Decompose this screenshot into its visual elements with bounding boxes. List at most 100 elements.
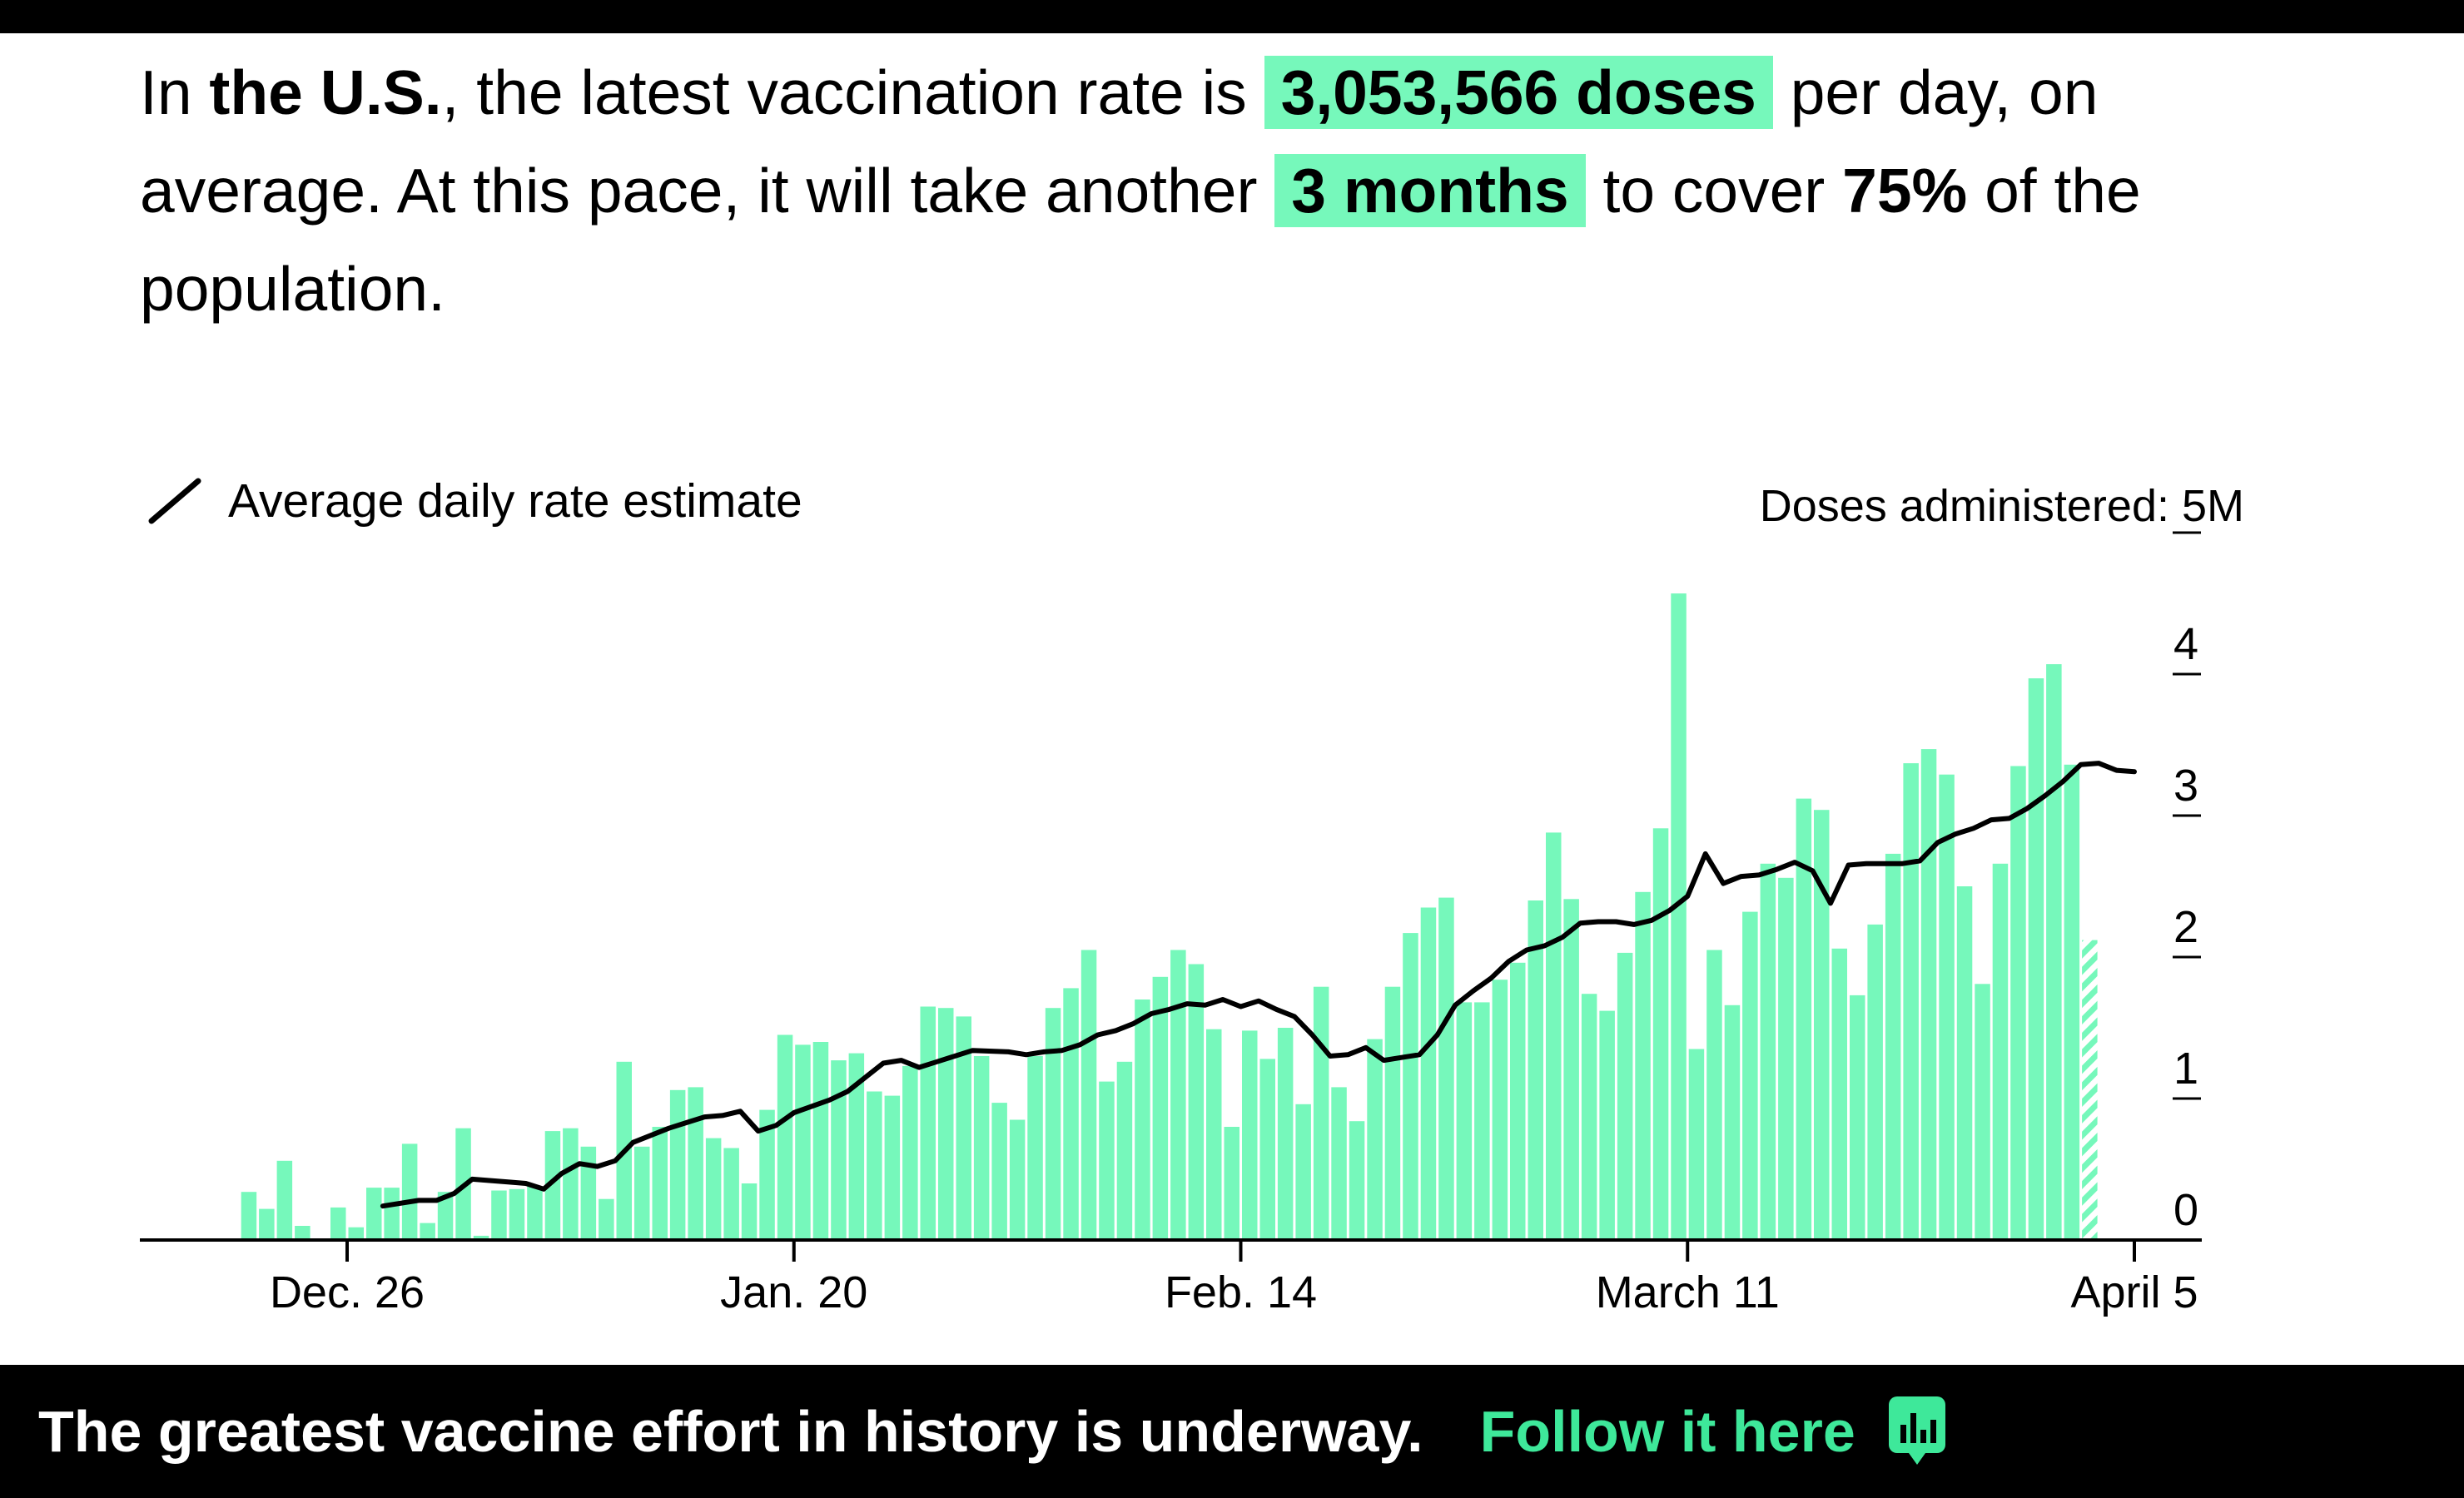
- bar: [2010, 766, 2026, 1240]
- bar: [1259, 1059, 1275, 1240]
- bar: [1331, 1087, 1347, 1240]
- bar: [1635, 891, 1651, 1240]
- bar: [741, 1183, 758, 1240]
- bar: [1546, 832, 1562, 1240]
- bar: [1438, 897, 1454, 1240]
- bar: [1671, 593, 1687, 1240]
- bar: [1975, 984, 1990, 1240]
- bar: [688, 1087, 703, 1240]
- bar: [384, 1188, 400, 1240]
- bar: [1135, 999, 1150, 1240]
- bar: [1277, 1028, 1294, 1240]
- bar: [1992, 863, 2009, 1240]
- bar: [795, 1044, 811, 1240]
- headline-text-5: of the population.: [140, 156, 2141, 324]
- follow-link[interactable]: Follow it here: [1479, 1399, 1855, 1464]
- bar: [544, 1131, 561, 1240]
- bar: [259, 1208, 275, 1240]
- bar: [759, 1109, 775, 1240]
- bar: [2028, 678, 2044, 1240]
- bar: [1778, 877, 1794, 1240]
- bar: [420, 1223, 435, 1240]
- bottom-banner: The greatest vaccine effort in history i…: [0, 1365, 2464, 1498]
- bar: [295, 1226, 310, 1240]
- bar: [1903, 763, 1919, 1240]
- headline-text-1: In: [140, 57, 210, 127]
- bar: [473, 1235, 489, 1240]
- headline-country: the U.S.: [209, 57, 442, 127]
- bar: [1456, 1002, 1473, 1240]
- y-tick-label: 2: [2173, 902, 2198, 952]
- vaccination-chart: Dec. 26 Jan. 20 Feb. 14 March 11 April 5 Dose…: [140, 481, 2244, 1317]
- bar: [1403, 933, 1418, 1240]
- bar: [1045, 1008, 1061, 1240]
- y-tick-max-value: 5M: [2182, 481, 2244, 531]
- bar: [1188, 964, 1205, 1240]
- bar: [1724, 1004, 1741, 1240]
- bar: [1242, 1030, 1258, 1240]
- top-bar: [0, 0, 2464, 33]
- diagonal-line-icon: [148, 478, 201, 524]
- x-tick-label: April 5: [2070, 1267, 2198, 1317]
- axis-layer: Dec. 26 Jan. 20 Feb. 14 March 11 April 5 Dose…: [140, 481, 2244, 1317]
- bar: [1563, 899, 1579, 1240]
- bar: [1474, 1002, 1490, 1240]
- bar: [563, 1128, 579, 1240]
- bar: [973, 1056, 990, 1240]
- average-rate-line: [380, 761, 2137, 1209]
- bar: [1939, 774, 1955, 1240]
- bar: [991, 1103, 1007, 1240]
- bar: [1867, 924, 1883, 1240]
- bar: [1420, 907, 1437, 1240]
- bar: [1063, 988, 1079, 1240]
- bar: [1920, 749, 1937, 1240]
- units-label: Doses administered:: [1760, 481, 2182, 531]
- bar: [902, 1065, 918, 1240]
- bar: [1313, 986, 1329, 1240]
- bar: [241, 1192, 257, 1240]
- bar: [867, 1091, 882, 1240]
- y-tick-label: 3: [2173, 761, 2198, 811]
- bar: [366, 1188, 382, 1240]
- bar: [1349, 1121, 1365, 1240]
- bar: [777, 1034, 793, 1240]
- bar: [1224, 1127, 1239, 1240]
- headline-text-4: to cover: [1585, 156, 1843, 226]
- bar: [509, 1188, 525, 1240]
- bar: [437, 1192, 454, 1240]
- headline-sentence: In the U.S., the latest vaccination rate…: [140, 43, 2271, 338]
- bar: [1099, 1081, 1115, 1240]
- bar: [599, 1198, 614, 1240]
- bar: [705, 1138, 722, 1240]
- bar: [920, 1006, 936, 1240]
- bar: [1027, 1056, 1043, 1240]
- headline-text-3: per day, on average. At this pace, it wi…: [140, 57, 2099, 226]
- bar: [1116, 1061, 1133, 1240]
- bar: [527, 1186, 543, 1240]
- bar: [1760, 863, 1776, 1240]
- legend-label: Average daily rate estimate: [228, 474, 802, 528]
- bar: [2046, 664, 2062, 1240]
- bar: [1850, 995, 1865, 1240]
- x-tick-label: March 11: [1596, 1267, 1780, 1317]
- bar-chart-icon[interactable]: [1887, 1393, 1947, 1470]
- bar: [1688, 1049, 1705, 1240]
- bar: [652, 1127, 668, 1240]
- bar: [884, 1095, 901, 1240]
- bar: [848, 1053, 865, 1240]
- duration-highlight: 3 months: [1274, 154, 1586, 227]
- banner-text: The greatest vaccine effort in history i…: [38, 1399, 1423, 1464]
- bar: [1384, 986, 1401, 1240]
- bar: [1581, 994, 1597, 1240]
- bar: [938, 1008, 954, 1240]
- y-tick-label: 0: [2173, 1185, 2198, 1235]
- bar: [1796, 798, 1812, 1240]
- bar: [1652, 828, 1669, 1240]
- headline-share: 75%: [1842, 156, 1968, 226]
- y-tick-label: 1: [2173, 1044, 2198, 1094]
- bar: [1706, 950, 1722, 1240]
- bar: [491, 1190, 507, 1240]
- bar: [1009, 1119, 1026, 1240]
- bar: [1367, 1039, 1383, 1240]
- x-tick-label: Feb. 14: [1165, 1267, 1317, 1317]
